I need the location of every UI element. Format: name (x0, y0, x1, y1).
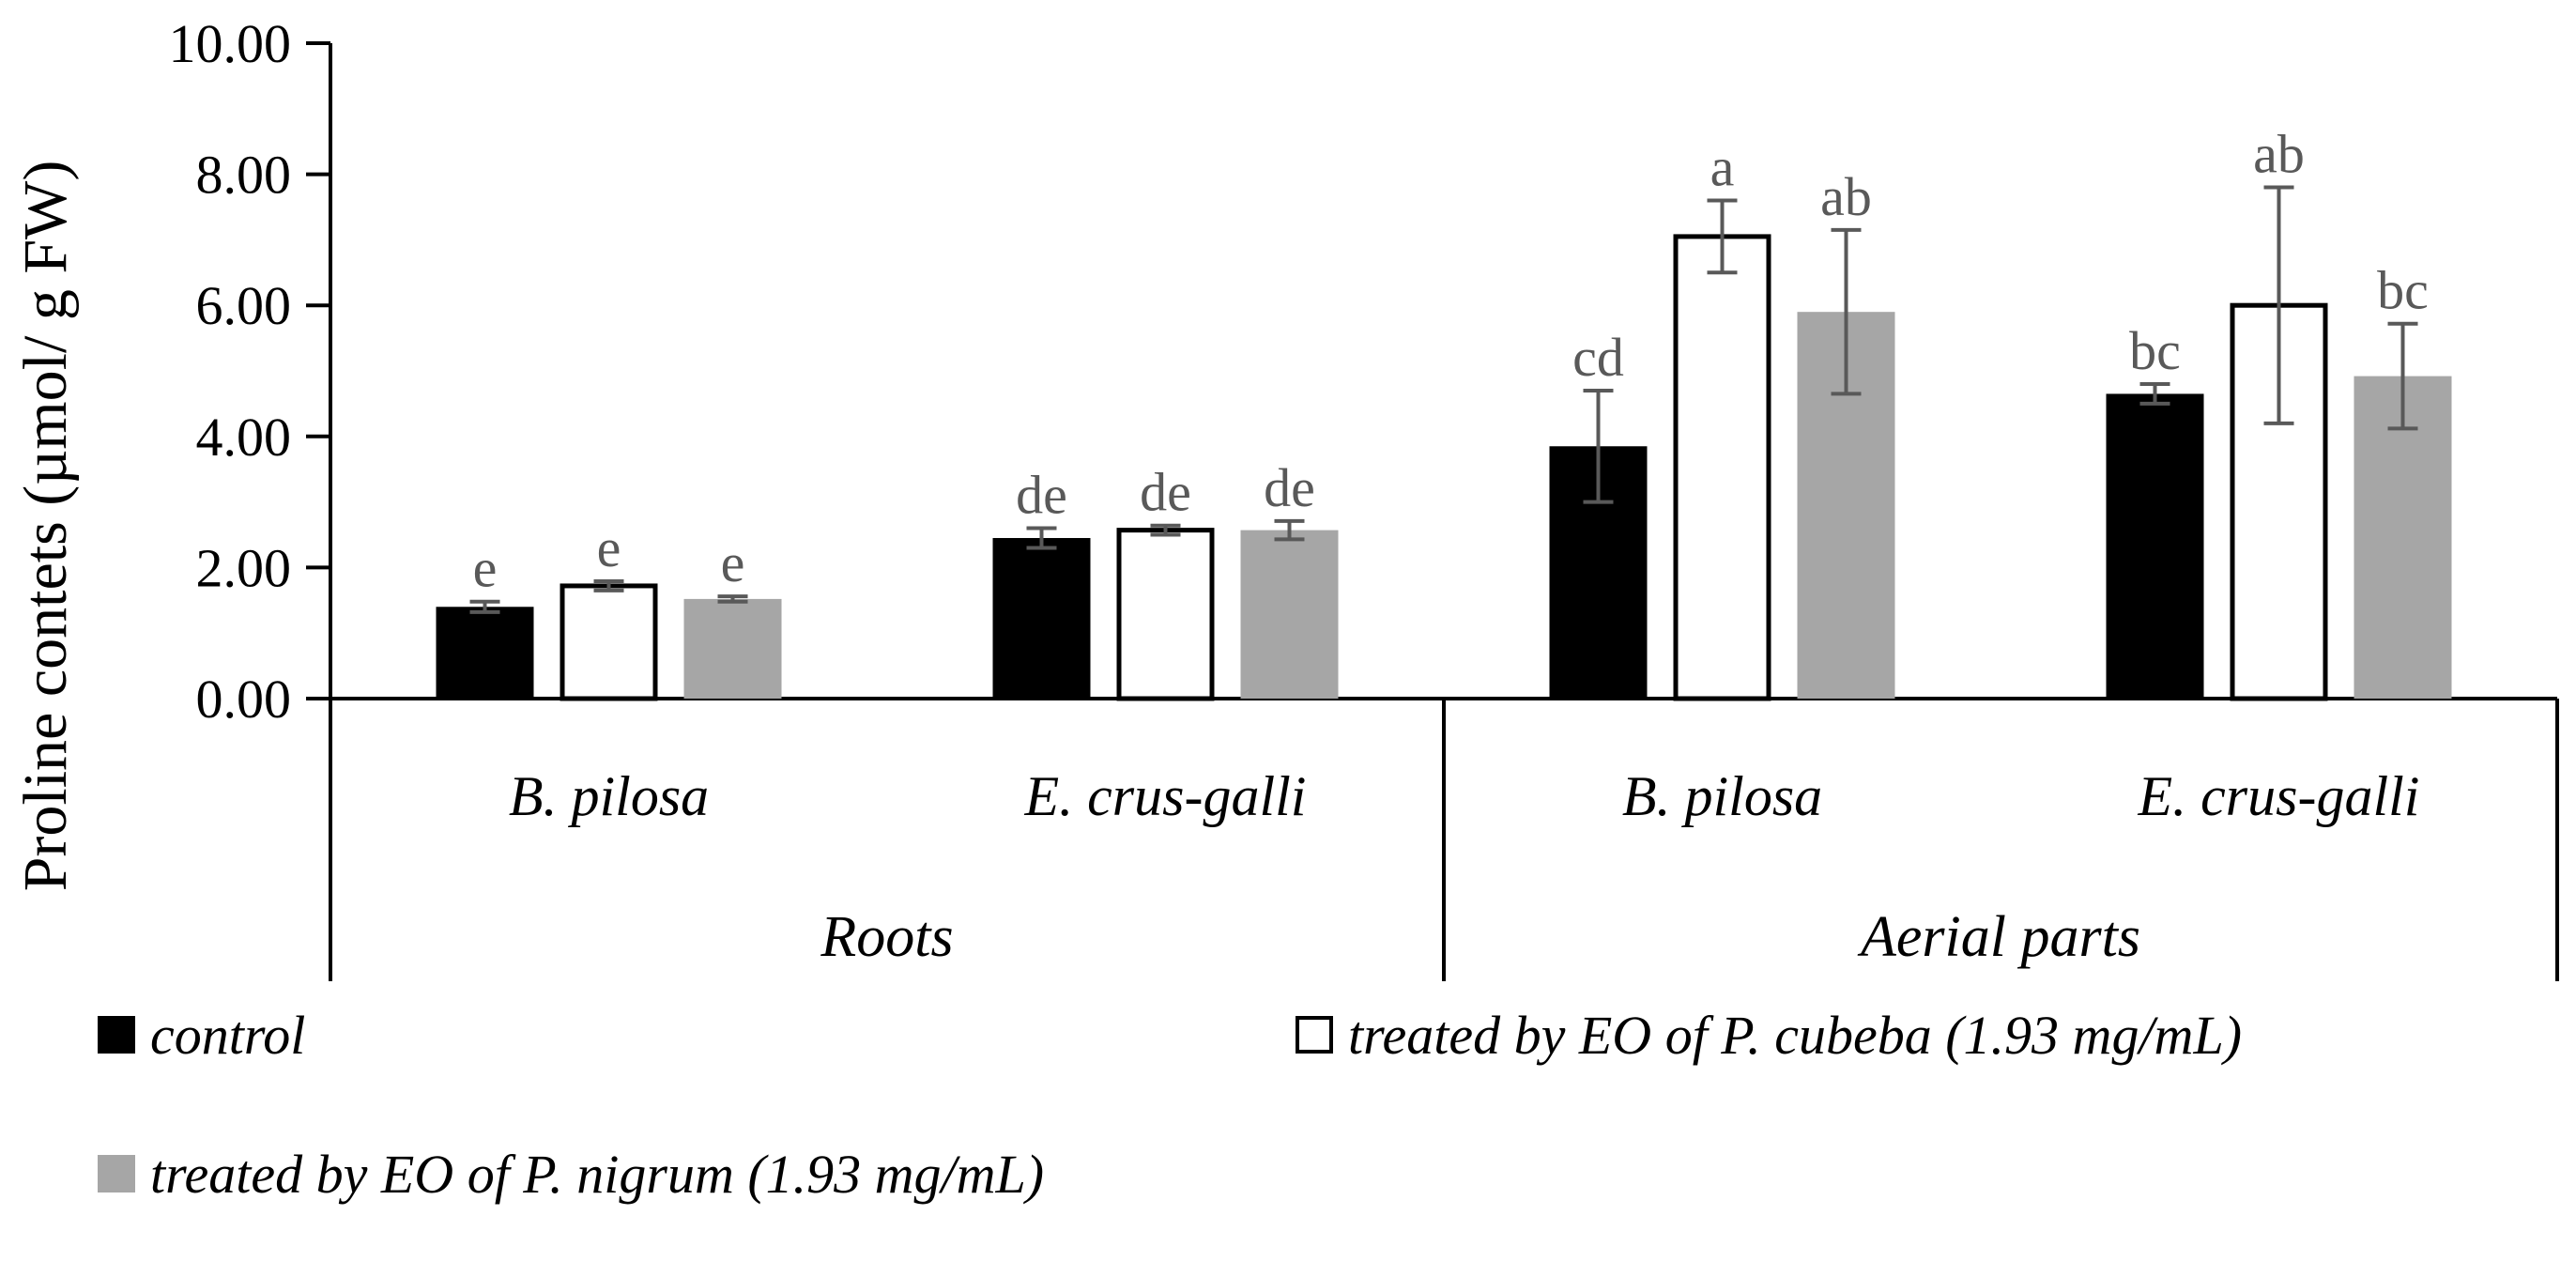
bar (992, 537, 1091, 699)
legend: control treated by EO of P. cubeba (1.93 … (98, 1005, 2242, 1205)
bar (560, 583, 658, 701)
y-tick-label: 4.00 (196, 407, 292, 468)
y-tick-label: 0.00 (196, 669, 292, 730)
bar (1673, 234, 1771, 701)
bar (683, 598, 782, 699)
category-label: E. crus-galli (1024, 765, 1307, 827)
category-label: B. pilosa (509, 765, 709, 827)
significance-letter: e (473, 538, 498, 599)
category-label: E. crus-galli (2138, 765, 2420, 827)
legend-swatch (98, 1155, 135, 1192)
significance-letter: ab (1820, 166, 1872, 227)
significance-letter: e (721, 532, 745, 593)
category-label: B. pilosa (1622, 765, 1822, 827)
y-axis-title: Proline contets (µmol/ g FW) (11, 161, 80, 892)
significance-letter: bc (2129, 320, 2181, 381)
bars (436, 185, 2452, 701)
group-label: Roots (820, 905, 953, 969)
y-tick-label: 2.00 (196, 537, 292, 598)
legend-label: control (150, 1005, 305, 1066)
y-tick-label: 6.00 (196, 275, 292, 336)
significance-letter: a (1710, 137, 1735, 198)
significance-letter: bc (2377, 260, 2429, 321)
significance-letter: de (1016, 465, 1067, 526)
significance-letter: de (1140, 462, 1191, 523)
legend-swatch (1296, 1016, 1333, 1054)
labels: B. pilosa E. crus-galli B. pilosa E. crus-g… (11, 124, 2429, 969)
legend-label: treated by EO of P. nigrum (1.93 mg/mL) (150, 1144, 1044, 1205)
bar (1240, 530, 1339, 699)
significance-letter: cd (1572, 327, 1624, 388)
group-label: Aerial parts (1857, 905, 2140, 969)
significance-letter: e (597, 517, 621, 578)
y-tick-label: 10.00 (169, 13, 292, 74)
bar (2106, 393, 2204, 699)
significance-letter: de (1264, 457, 1315, 518)
significance-letter: ab (2253, 124, 2305, 185)
legend-swatch (98, 1016, 135, 1054)
legend-label: treated by EO of P. cubeba (1.93 mg/mL) (1348, 1005, 2242, 1066)
bar (436, 607, 534, 699)
bar (1116, 528, 1215, 701)
y-tick-label: 8.00 (196, 145, 292, 206)
